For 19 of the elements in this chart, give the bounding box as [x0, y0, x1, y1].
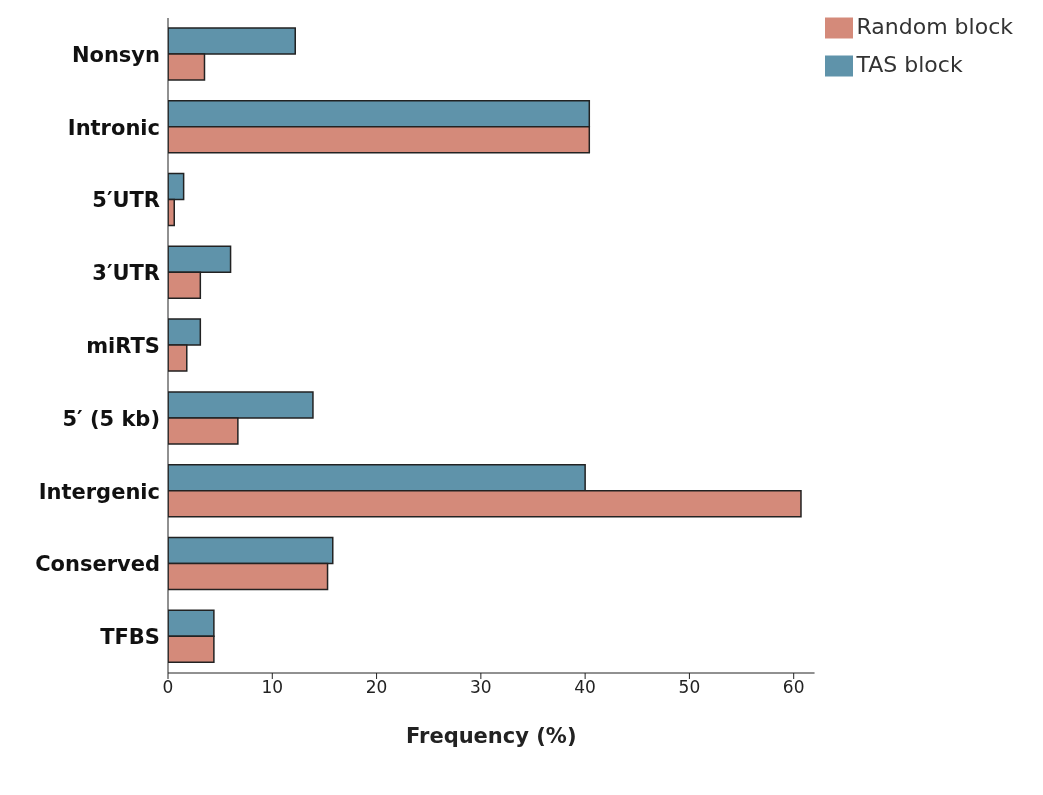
- y-tick-label: Intronic: [67, 115, 160, 140]
- y-tick-label: 5′UTR: [92, 188, 160, 213]
- legend-label: Random block: [856, 14, 1013, 39]
- y-tick-label: 5′ (5 kb): [62, 406, 160, 431]
- x-tick-label: 20: [365, 677, 388, 698]
- legend-label: TAS block: [856, 52, 963, 77]
- y-tick-label: Nonsyn: [71, 42, 160, 67]
- x-tick-label: 0: [162, 677, 174, 698]
- x-tick-label: 30: [470, 677, 492, 698]
- x-tick-label: 50: [678, 677, 701, 698]
- x-tick-label: 10: [261, 677, 284, 698]
- y-tick-label: 3′UTR: [92, 261, 160, 286]
- x-tick-label: 60: [782, 677, 805, 698]
- y-tick-label: TFBS: [100, 625, 160, 650]
- y-tick-label: Conserved: [35, 552, 160, 577]
- x-tick-label: 40: [574, 677, 596, 698]
- y-tick-label: miRTS: [86, 333, 160, 358]
- x-axis-title: Frequency (%): [406, 724, 577, 748]
- y-tick-label: Intergenic: [38, 479, 160, 504]
